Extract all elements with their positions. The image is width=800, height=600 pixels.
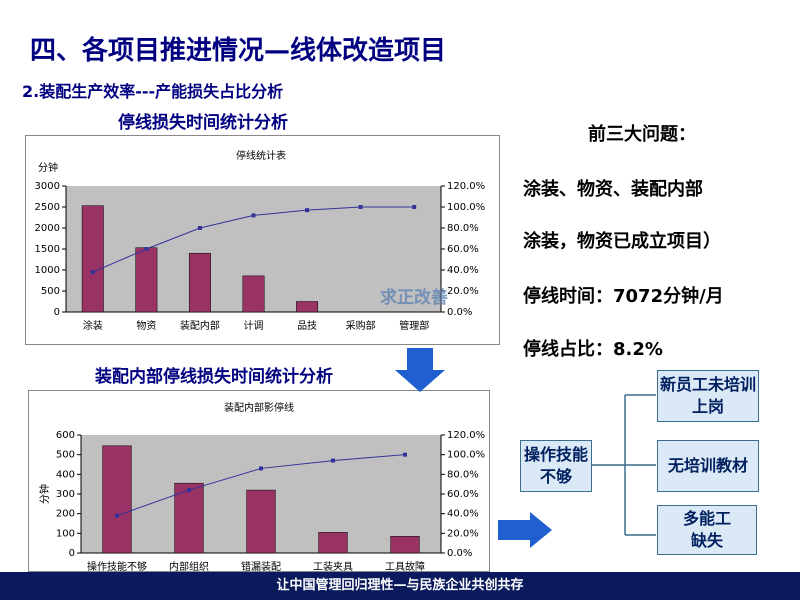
footer: 让中国管理回归理性—与民族企业共创共存	[0, 572, 800, 600]
y-tick-label: 2500	[35, 202, 60, 213]
bar	[135, 247, 158, 313]
child-node: 多能工缺失	[657, 505, 757, 555]
line-marker	[331, 458, 335, 463]
y-tick-label: 600	[56, 430, 75, 441]
x-tick-label: 操作技能不够	[87, 560, 147, 572]
y-tick-label: 300	[56, 489, 75, 500]
y2-tick-label: 20.0%	[447, 528, 479, 539]
y-tick-label: 500	[56, 450, 75, 461]
y-tick-label: 500	[41, 286, 60, 297]
child-node: 无培训教材	[657, 440, 759, 492]
line-marker	[251, 213, 256, 218]
right-arrow	[498, 512, 552, 548]
x-tick-label: 工具故障	[385, 560, 425, 572]
y-axis-label: 分钟	[38, 161, 58, 174]
x-tick-label: 工装夹具	[313, 560, 353, 572]
y2-tick-label: 0.0%	[447, 548, 472, 559]
note: 涂装，物资已成立项目）	[523, 231, 721, 252]
connectors	[590, 394, 656, 536]
down-arrow	[395, 348, 445, 392]
y-tick-label: 2000	[35, 223, 60, 234]
line-marker	[403, 452, 407, 457]
line-marker	[90, 270, 95, 275]
line-marker	[187, 488, 191, 493]
y-tick-label: 400	[56, 469, 75, 480]
note: 前三大问题：	[588, 124, 696, 145]
x-tick-label: 装配内部	[180, 319, 220, 332]
line-marker	[259, 466, 263, 471]
x-tick-label: 内部组织	[169, 560, 209, 572]
line-marker	[144, 247, 149, 251]
bar	[102, 445, 132, 554]
y-tick-label: 3000	[35, 181, 60, 192]
y-tick-label: 0	[69, 548, 75, 559]
y2-tick-label: 80.0%	[447, 469, 479, 480]
y-tick-label: 1000	[35, 265, 60, 276]
x-tick-label: 物资	[136, 319, 156, 332]
x-tick-label: 品技	[297, 319, 317, 332]
line-marker	[197, 226, 202, 230]
logo: 求正改善	[380, 288, 448, 308]
note: 停线时间：7072分钟/月	[523, 286, 724, 307]
note: 涂装、物资、装配内部	[523, 179, 703, 200]
x-tick-label: 错漏装配	[241, 560, 281, 572]
x-tick-label: 涂装	[83, 319, 103, 332]
x-tick-label: 采购部	[346, 319, 376, 332]
bar	[81, 205, 104, 313]
y2-tick-label: 60.0%	[447, 244, 479, 255]
line-marker	[358, 205, 363, 209]
line-marker	[412, 205, 417, 209]
child-node: 新员工未培训上岗	[657, 370, 759, 422]
slide-title: 四、各项目推进情况—线体改造项目	[30, 36, 447, 66]
chart-title: 装配内部影停线	[224, 401, 294, 414]
bar	[296, 301, 319, 313]
bar	[318, 532, 348, 554]
bar	[242, 275, 265, 313]
chart-caption: 停线损失时间统计分析	[118, 113, 288, 133]
line-marker	[115, 513, 119, 518]
x-tick-label: 管理部	[399, 319, 429, 332]
chart-title: 停线统计表	[236, 149, 286, 162]
bar	[188, 252, 211, 313]
y-tick-label: 200	[56, 509, 75, 520]
y2-tick-label: 20.0%	[447, 286, 479, 297]
y2-tick-label: 100.0%	[447, 450, 485, 461]
y2-tick-label: 120.0%	[447, 430, 485, 441]
note: 停线占比：8.2%	[523, 339, 663, 360]
y2-tick-label: 40.0%	[447, 265, 479, 276]
y-axis-label: 分钟	[38, 484, 51, 504]
x-tick-label: 计调	[244, 319, 264, 332]
y2-tick-label: 120.0%	[447, 181, 485, 192]
y2-tick-label: 40.0%	[447, 509, 479, 520]
y-tick-label: 100	[56, 528, 75, 539]
y2-tick-label: 60.0%	[447, 489, 479, 500]
line-marker	[305, 208, 310, 213]
y-tick-label: 0	[54, 307, 60, 318]
bar	[246, 489, 276, 554]
subtitle: 2.装配生产效率---产能损失占比分析	[22, 82, 284, 101]
y2-tick-label: 80.0%	[447, 223, 479, 234]
bar	[174, 482, 204, 554]
chart-caption: 装配内部停线损失时间统计分析	[95, 367, 333, 387]
bar	[390, 536, 420, 554]
y-tick-label: 1500	[35, 244, 60, 255]
y2-tick-label: 100.0%	[447, 202, 485, 213]
root-node: 操作技能不够	[520, 440, 592, 492]
y2-tick-label: 0.0%	[447, 307, 472, 318]
